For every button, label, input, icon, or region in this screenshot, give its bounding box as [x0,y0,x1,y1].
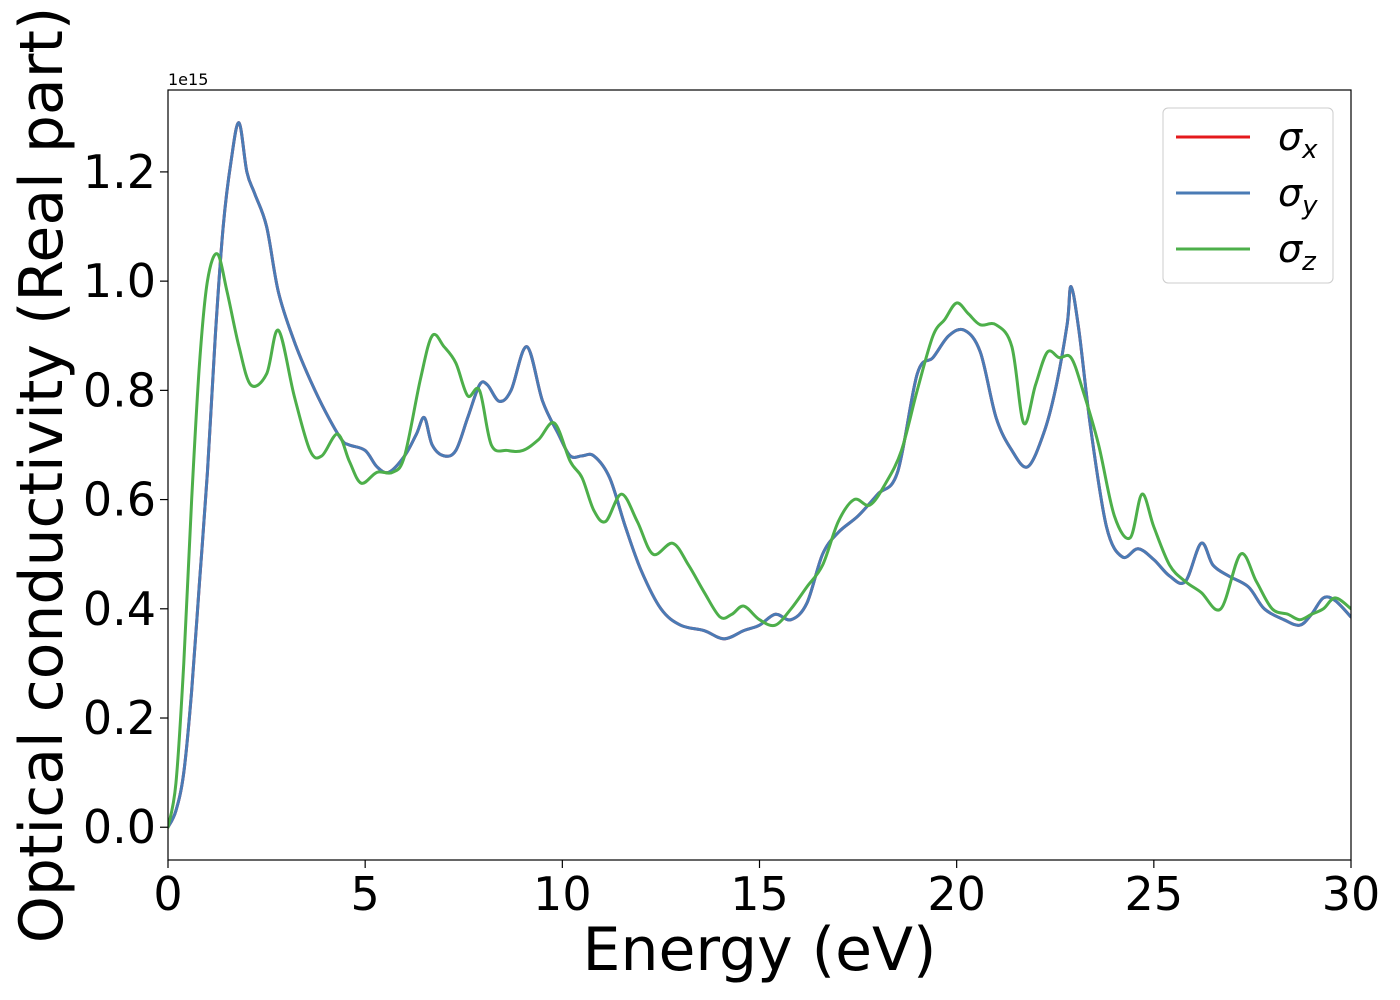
y-tick-label: 1.2 [83,145,156,199]
x-ticks: 0 5 10 15 20 25 30 [153,860,1380,921]
x-tick-label: 20 [927,867,986,921]
legend-frame [1162,107,1334,284]
legend-label-y: σy [1278,171,1318,221]
x-tick-label: 25 [1125,867,1184,921]
y-axis-title: Optical conductivity (Real part) [7,7,77,944]
x-tick-label: 5 [351,867,380,921]
legend-label-z: σz [1278,227,1317,277]
x-tick-label: 0 [153,867,182,921]
x-tick-label: 30 [1322,867,1381,921]
x-axis-title: Energy (eV) [583,915,937,985]
y-tick-label: 0.4 [83,582,156,636]
legend-label-x: σx [1278,115,1318,165]
y-tick-label: 1.0 [83,254,156,308]
y-tick-label: 0.0 [83,800,156,854]
legend-items: σx σy σz [1176,115,1318,277]
x-tick-label: 15 [730,867,789,921]
y-offset-text: 1e15 [168,70,208,89]
y-tick-label: 0.8 [83,363,156,417]
y-tick-label: 0.6 [83,473,156,527]
series-layer [168,121,1351,829]
series-line-y [168,121,1351,829]
y-tick-label: 0.2 [83,691,156,745]
x-tick-label: 10 [533,867,592,921]
legend: σx σy σz [1162,107,1334,284]
y-ticks: 0.0 0.2 0.4 0.6 0.8 1.0 1.2 [83,145,168,854]
series-line-z [168,252,1351,829]
